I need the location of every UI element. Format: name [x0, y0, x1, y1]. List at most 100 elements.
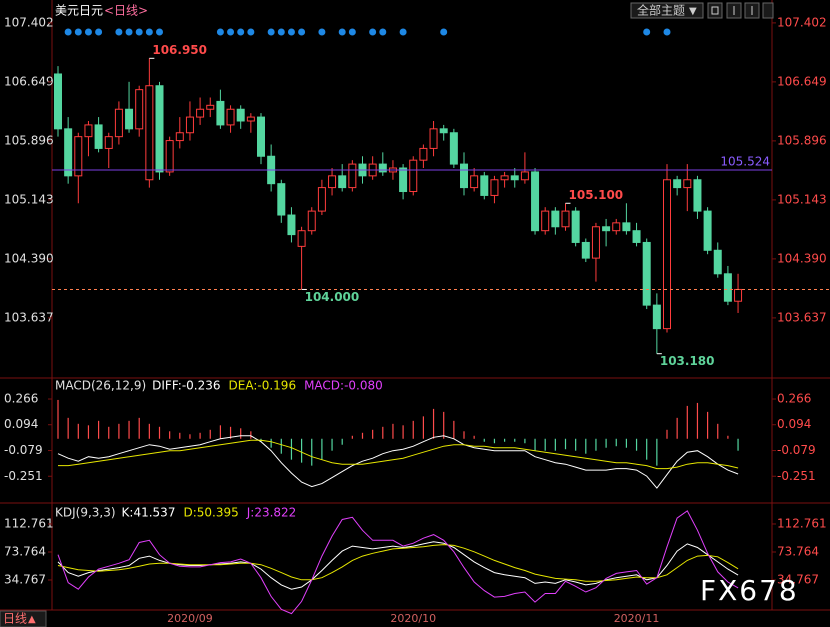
period-tab-label[interactable]: 日线	[3, 612, 27, 626]
period: <日线>	[104, 4, 148, 18]
candle-body	[257, 116, 265, 157]
theme-button-label[interactable]: 全部主题	[637, 3, 685, 18]
period-tab-arrow[interactable]: ▲	[28, 614, 36, 625]
signal-dot	[267, 28, 275, 36]
signal-dot	[64, 28, 72, 36]
candle-body	[449, 132, 458, 165]
y-tick-label: -0.079	[777, 443, 816, 457]
candle-body	[338, 175, 347, 189]
tool-button[interactable]	[762, 2, 774, 19]
candle-body	[155, 85, 164, 173]
candle-body	[104, 136, 113, 149]
candle-body	[602, 226, 611, 232]
y-tick-label: 112.761	[4, 516, 54, 530]
signal-dot	[369, 28, 377, 36]
signal-dot	[237, 28, 245, 36]
candle-body	[734, 288, 743, 302]
signal-dot	[338, 28, 346, 36]
candle-body	[439, 128, 448, 134]
candle-body	[307, 210, 316, 232]
y-tick-label: 104.390	[4, 251, 54, 265]
candle-body	[419, 147, 428, 161]
x-tick-label: 2020/09	[167, 612, 213, 625]
candle-body	[114, 108, 123, 138]
candle-body	[480, 175, 489, 196]
signal-dot	[125, 28, 133, 36]
price-level-label: 105.524	[720, 155, 770, 169]
legend-entry: MACD:-0.080	[304, 379, 383, 393]
kdj-line	[57, 510, 739, 615]
candle-body	[591, 226, 600, 259]
signal-dot	[287, 28, 295, 36]
signal-dot	[399, 28, 407, 36]
symbol: 美元日元	[55, 4, 103, 18]
candle-body	[226, 108, 235, 126]
legend-entry: D:50.395	[183, 506, 238, 520]
candle-body	[64, 128, 73, 177]
y-tick-label: 0.266	[4, 392, 38, 406]
signal-dot	[156, 28, 163, 36]
candle-body	[409, 159, 418, 193]
legend-entry: K:41.537	[122, 506, 176, 520]
y-tick-label: 34.767	[777, 572, 819, 586]
y-tick-label: 105.896	[777, 133, 827, 147]
signal-dot	[298, 28, 306, 36]
signal-dot	[277, 28, 285, 36]
candle-body	[723, 273, 732, 302]
candle-body	[196, 108, 205, 118]
signal-dot	[440, 28, 448, 36]
candle-body	[54, 73, 62, 130]
y-tick-label: -0.251	[4, 469, 43, 483]
x-tick-label: 2020/10	[390, 612, 436, 625]
y-tick-label: 104.390	[777, 251, 827, 265]
y-tick-label: 112.761	[777, 516, 827, 530]
candle-body	[673, 179, 682, 189]
signal-dot	[247, 28, 255, 36]
candle-body	[348, 163, 357, 189]
candle-body	[145, 85, 154, 181]
candle-body	[246, 116, 255, 122]
y-tick-label: 0.094	[777, 417, 811, 431]
candle-body	[571, 210, 580, 243]
candle-body	[328, 175, 337, 189]
candle-body	[175, 132, 184, 142]
theme-button[interactable]	[630, 2, 704, 19]
candle-body	[206, 104, 215, 110]
macd-line	[57, 435, 739, 489]
candle-body	[500, 175, 509, 181]
candle-body	[429, 128, 438, 149]
candle-body	[693, 179, 702, 212]
high-label: 105.100	[569, 188, 624, 202]
signal-dot	[318, 28, 326, 36]
legend-entry: J:23.822	[246, 506, 297, 520]
panel-title: KDJ(9,3,3)	[55, 506, 116, 520]
y-tick-label: 105.143	[4, 192, 54, 206]
candle-body	[236, 108, 245, 122]
candle-body	[378, 163, 387, 173]
period-tab[interactable]	[0, 610, 47, 627]
y-tick-label: 0.094	[4, 417, 38, 431]
low-label: 104.000	[305, 290, 360, 304]
signal-dot	[643, 28, 651, 36]
signal-dot	[74, 28, 82, 36]
candle-body	[652, 304, 661, 330]
candle-body	[135, 89, 144, 130]
low-label: 103.180	[660, 354, 715, 368]
theme-button-arrow[interactable]: ▼	[689, 6, 697, 17]
signal-dot	[135, 28, 143, 36]
icon	[711, 6, 719, 15]
candle-body	[713, 249, 722, 275]
y-tick-label: -0.251	[777, 469, 816, 483]
candle-body	[531, 171, 540, 232]
candle-body	[683, 179, 692, 189]
high-label: 106.950	[152, 43, 207, 57]
y-tick-label: 106.649	[777, 74, 827, 88]
signal-dot	[115, 28, 123, 36]
candle-body	[622, 222, 631, 232]
tool-button[interactable]	[707, 2, 723, 19]
candle-body	[297, 230, 306, 247]
candle-body	[663, 179, 671, 330]
candle-body	[165, 140, 174, 173]
